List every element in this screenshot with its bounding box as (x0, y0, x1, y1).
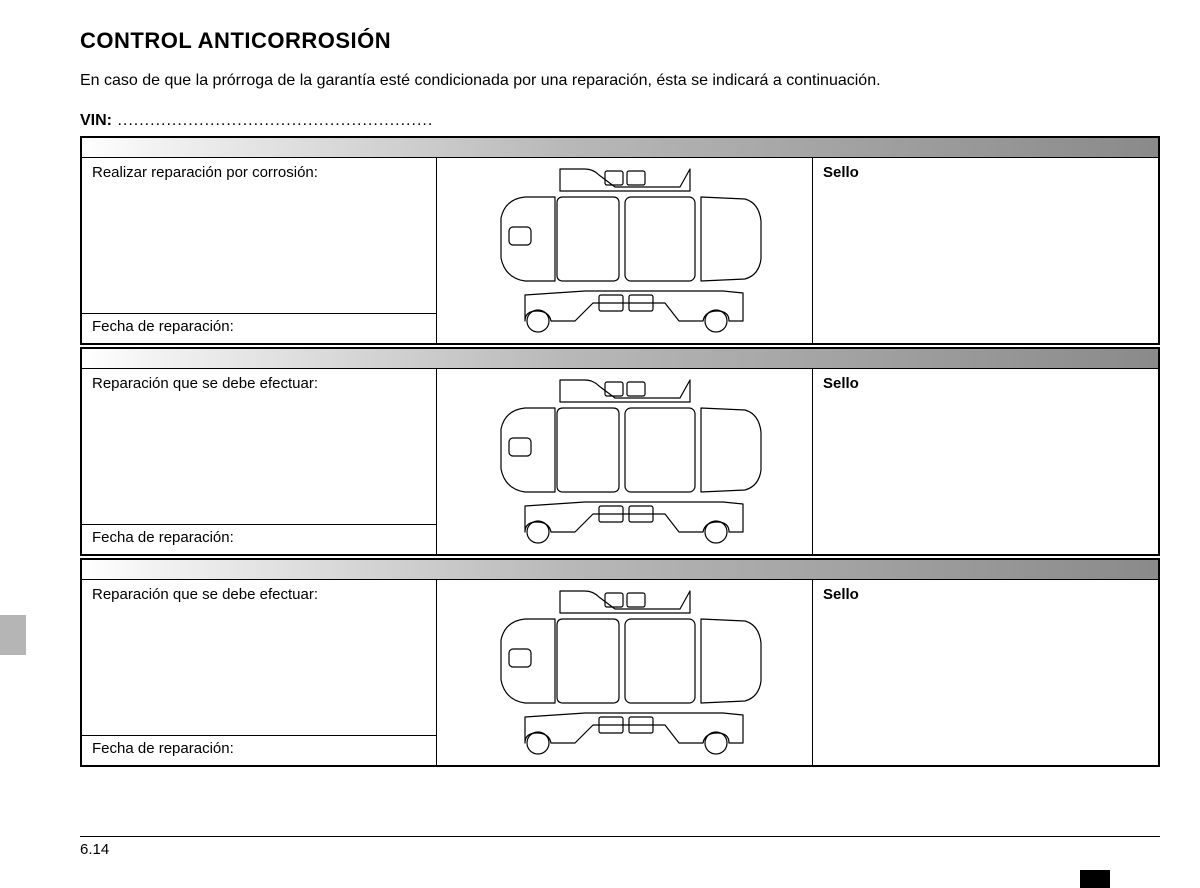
left-column: Realizar reparación por corrosión: Fecha… (82, 158, 437, 343)
car-diagram-icon (465, 163, 785, 338)
repair-label: Realizar reparación por corrosión: (82, 158, 436, 313)
vin-label: VIN: (80, 112, 112, 129)
date-label: Fecha de reparación: (82, 735, 436, 765)
stamp-column: Sello (813, 580, 1158, 765)
vin-row: VIN: ...................................… (80, 112, 1160, 130)
page-number: 6.14 (80, 836, 1160, 858)
side-tab (0, 615, 26, 655)
diagram-column (437, 580, 813, 765)
inspection-row: Realizar reparación por corrosión: Fecha… (82, 158, 1158, 343)
repair-label: Reparación que se debe efectuar: (82, 369, 436, 524)
left-column: Reparación que se debe efectuar: Fecha d… (82, 369, 437, 554)
inspection-row: Reparación que se debe efectuar: Fecha d… (82, 580, 1158, 765)
gradient-bar (82, 560, 1158, 580)
page-title: CONTROL ANTICORROSIÓN (80, 28, 1160, 54)
stamp-column: Sello (813, 158, 1158, 343)
date-label: Fecha de reparación: (82, 313, 436, 343)
inspection-block: Reparación que se debe efectuar: Fecha d… (80, 347, 1160, 556)
date-label: Fecha de reparación: (82, 524, 436, 554)
repair-label: Reparación que se debe efectuar: (82, 580, 436, 735)
left-column: Reparación que se debe efectuar: Fecha d… (82, 580, 437, 765)
diagram-column (437, 158, 813, 343)
gradient-bar (82, 138, 1158, 158)
inspection-block: Realizar reparación por corrosión: Fecha… (80, 136, 1160, 345)
stamp-column: Sello (813, 369, 1158, 554)
page: CONTROL ANTICORROSIÓN En caso de que la … (0, 0, 1200, 767)
vin-dots: ........................................… (112, 112, 433, 129)
inspection-row: Reparación que se debe efectuar: Fecha d… (82, 369, 1158, 554)
gradient-bar (82, 349, 1158, 369)
inspection-block: Reparación que se debe efectuar: Fecha d… (80, 558, 1160, 767)
bottom-tab (1080, 870, 1110, 888)
diagram-column (437, 369, 813, 554)
intro-text: En caso de que la prórroga de la garantí… (80, 72, 1160, 90)
car-diagram-icon (465, 585, 785, 760)
car-diagram-icon (465, 374, 785, 549)
